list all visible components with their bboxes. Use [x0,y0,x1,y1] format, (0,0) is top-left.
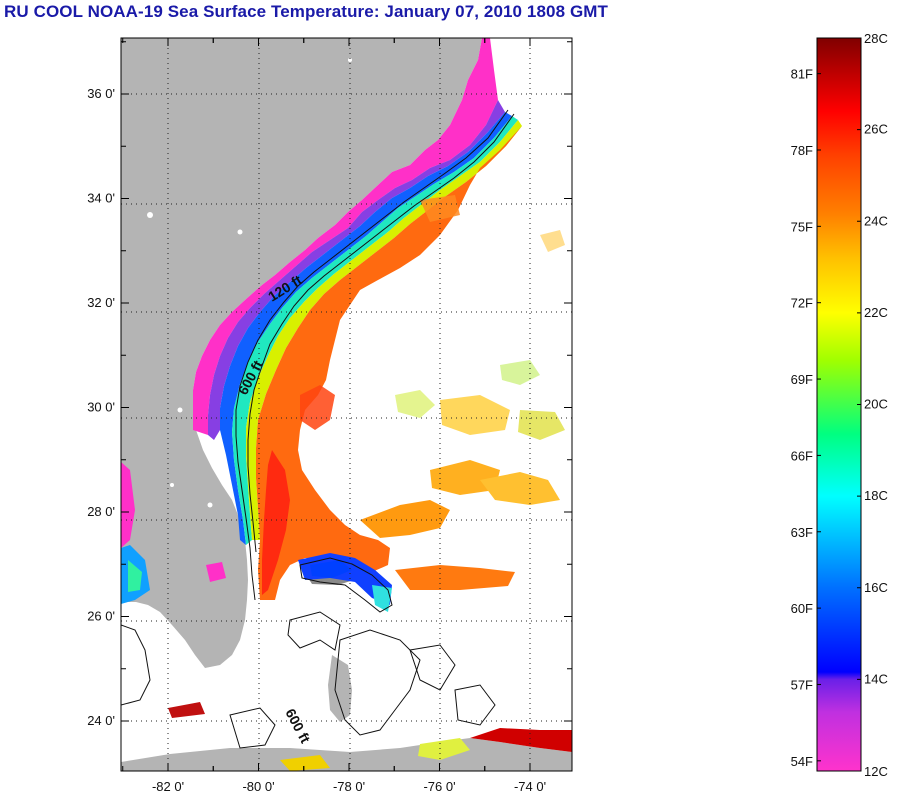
caribbean-warm-water [470,728,572,752]
colorbar-fahrenheit-label: 66F [791,448,813,463]
lat-tick-label: 24 0' [87,713,115,728]
andros-island [328,655,352,722]
us-landmass [121,38,482,668]
bathymetry-contours [121,109,515,749]
offshore-warm-patches [360,195,565,590]
colorbar-fahrenheit-label: 60F [791,601,813,616]
lat-tick-label: 32 0' [87,295,115,310]
colorbar-fahrenheit-label: 78F [791,143,813,158]
colorbar-celsius-label: 22C [864,305,888,320]
colorbar-celsius-label: 12C [864,764,888,779]
lat-tick-label: 28 0' [87,504,115,519]
gulf-coast-cold-water [121,462,135,548]
lon-tick-label: -76 0' [423,779,455,794]
colorbar-celsius-label: 16C [864,580,888,595]
colorbar-celsius-label: 24C [864,213,888,228]
coastal-speckles [147,58,352,508]
lon-tick-label: -80 0' [242,779,274,794]
lat-tick-label: 26 0' [87,609,115,624]
colorbar-celsius-label: 28C [864,31,888,46]
gulf-stream-hot-core [262,450,290,595]
colorbar-celsius-labels: 28C 26C 24C 22C 20C 18C 16C 14C 12C [857,31,888,779]
colorbar-celsius-label: 20C [864,397,888,412]
lake-okeechobee-cold [206,562,226,582]
colorbar-fahrenheit-label: 72F [791,296,813,311]
colorbar-fahrenheit-label: 57F [791,677,813,692]
lon-tick-label: -78 0' [333,779,365,794]
colorbar-fahrenheit-label: 54F [791,754,813,769]
colorbar-fahrenheit-label: 81F [791,67,813,82]
gulf-stream-warm-water [256,126,522,600]
lon-tick-label: -74 0' [514,779,546,794]
gulf-coast-green-patch [128,560,142,592]
colorbar-celsius-label: 14C [864,671,888,686]
colorbar-ramp [816,37,862,772]
colorbar-celsius-label: 26C [864,122,888,137]
map-panel: 120 ft 600 ft 600 ft [121,38,572,771]
lon-tick-label: -82 0' [152,779,184,794]
warm-eddy-red [300,385,335,430]
colorbar-celsius-label: 18C [864,488,888,503]
lat-tick-label: 34 0' [87,191,115,206]
colorbar: 28C 26C 24C 22C 20C 18C 16C 14C 12C 81F 78F 75F 72F… [791,31,888,779]
caribbean-yellow-patch [418,738,470,760]
map-frame [120,37,573,772]
colorbar-fahrenheit-label: 63F [791,525,813,540]
colorbar-fahrenheit-labels: 81F 78F 75F 72F 69F 66F 63F 60F 57F 54F [791,67,821,769]
colorbar-fahrenheit-label: 69F [791,372,813,387]
bahama-bank-deep-blue [310,560,352,578]
map-title: RU COOL NOAA-19 Sea Surface Temperature:… [4,2,609,21]
bahama-bank-cyan [372,585,392,612]
florida-keys-warm-patch [168,702,205,718]
lat-tick-label: 36 0' [87,86,115,101]
axis-ticks: 36 0' 34 0' 32 0' 30 0' 28 0' 26 0' 24 0' -82 0… [87,38,572,794]
lat-tick-label: 30 0' [87,400,115,415]
colorbar-fahrenheit-label: 75F [791,219,813,234]
graticule [121,38,572,771]
cuba-coast-yellow-patch [280,755,330,771]
